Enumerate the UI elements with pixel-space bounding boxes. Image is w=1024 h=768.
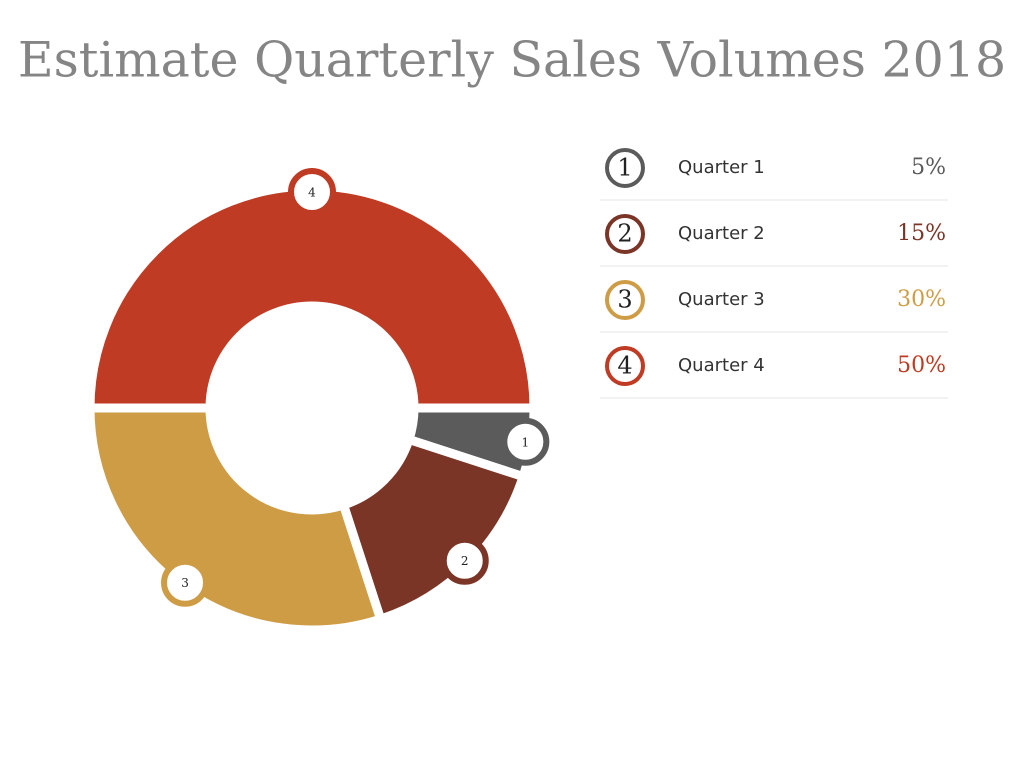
legend-badge-number: 2 <box>617 220 632 248</box>
legend-badge <box>605 214 645 254</box>
legend-value: 50% <box>897 353 946 378</box>
legend-value: 15% <box>897 221 946 246</box>
slice-badge-number: 4 <box>308 186 316 200</box>
legend-label: Quarter 4 <box>678 355 765 376</box>
legend-badge-number: 4 <box>617 352 632 380</box>
legend-label: Quarter 1 <box>678 157 765 178</box>
legend-badge <box>605 280 645 320</box>
donut-slice <box>85 403 387 635</box>
legend-label: Quarter 3 <box>678 289 765 310</box>
chart-title: Estimate Quarterly Sales Volumes 2018 <box>18 32 1006 89</box>
slice-badge <box>288 168 336 216</box>
slice-badge <box>161 558 210 607</box>
legend-badge <box>605 346 645 386</box>
legend-label: Quarter 2 <box>678 223 765 244</box>
slice-badge-number: 3 <box>181 576 189 590</box>
donut-slice <box>337 433 529 625</box>
legend-value: 30% <box>897 287 946 312</box>
slice-badge <box>501 417 550 466</box>
slice-badge <box>440 536 489 585</box>
legend-badge-number: 1 <box>617 154 632 182</box>
slice-badge-number: 1 <box>522 435 530 449</box>
legend-badge-number: 3 <box>617 286 632 314</box>
donut-slice <box>85 181 539 413</box>
slice-badge-number: 2 <box>461 554 469 568</box>
legend-badge <box>605 148 645 188</box>
legend-value: 5% <box>911 155 946 180</box>
